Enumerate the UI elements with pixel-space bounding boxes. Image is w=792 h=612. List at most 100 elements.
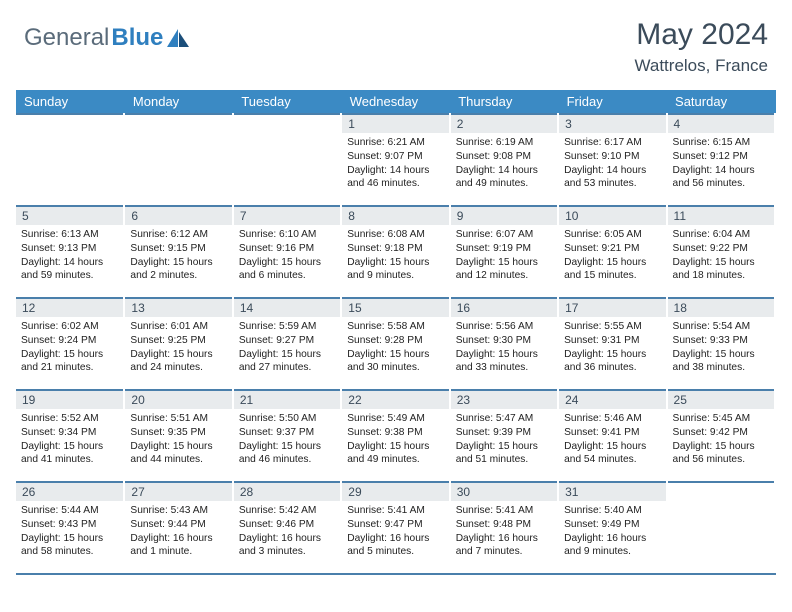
day-detail-line: and 46 minutes. (239, 453, 335, 467)
day-detail-line: Sunset: 9:39 PM (456, 426, 552, 440)
calendar-day-cell: 10Sunrise: 6:05 AMSunset: 9:21 PMDayligh… (558, 206, 666, 298)
day-details: Sunrise: 5:42 AMSunset: 9:46 PMDaylight:… (234, 501, 340, 562)
day-detail-line: Sunrise: 6:07 AM (456, 228, 552, 242)
day-details: Sunrise: 5:40 AMSunset: 9:49 PMDaylight:… (559, 501, 665, 562)
day-detail-line: Sunset: 9:18 PM (347, 242, 443, 256)
day-detail-line: and 46 minutes. (347, 177, 443, 191)
weekday-header-row: Sunday Monday Tuesday Wednesday Thursday… (16, 90, 775, 114)
calendar-week-row: 26Sunrise: 5:44 AMSunset: 9:43 PMDayligh… (16, 482, 775, 574)
day-detail-line: Sunrise: 6:19 AM (456, 136, 552, 150)
calendar-day-cell: 5Sunrise: 6:13 AMSunset: 9:13 PMDaylight… (16, 206, 124, 298)
day-detail-line: Sunset: 9:33 PM (673, 334, 769, 348)
day-number: 14 (234, 299, 340, 317)
day-detail-line: Sunrise: 6:13 AM (21, 228, 118, 242)
day-detail-line: Sunrise: 6:12 AM (130, 228, 226, 242)
day-details: Sunrise: 5:55 AMSunset: 9:31 PMDaylight:… (559, 317, 665, 378)
day-detail-line: Sunset: 9:46 PM (239, 518, 335, 532)
day-number: 27 (125, 483, 231, 501)
calendar-day-cell: 23Sunrise: 5:47 AMSunset: 9:39 PMDayligh… (450, 390, 558, 482)
calendar-week-row: 5Sunrise: 6:13 AMSunset: 9:13 PMDaylight… (16, 206, 775, 298)
day-detail-line: and 30 minutes. (347, 361, 443, 375)
day-number (234, 115, 340, 133)
day-detail-line: Daylight: 15 hours (564, 440, 660, 454)
day-number: 20 (125, 391, 231, 409)
calendar-day-cell: 11Sunrise: 6:04 AMSunset: 9:22 PMDayligh… (667, 206, 775, 298)
day-detail-line: and 58 minutes. (21, 545, 118, 559)
day-detail-line: Daylight: 15 hours (347, 440, 443, 454)
day-detail-line: Sunrise: 6:05 AM (564, 228, 660, 242)
day-detail-line: Sunset: 9:49 PM (564, 518, 660, 532)
day-detail-line: Sunrise: 6:01 AM (130, 320, 226, 334)
day-detail-line: Daylight: 15 hours (456, 440, 552, 454)
day-detail-line: Sunrise: 5:51 AM (130, 412, 226, 426)
day-number: 4 (668, 115, 774, 133)
day-detail-line: and 33 minutes. (456, 361, 552, 375)
calendar-week-row: 12Sunrise: 6:02 AMSunset: 9:24 PMDayligh… (16, 298, 775, 390)
calendar-day-cell: 24Sunrise: 5:46 AMSunset: 9:41 PMDayligh… (558, 390, 666, 482)
day-details: Sunrise: 6:04 AMSunset: 9:22 PMDaylight:… (668, 225, 774, 286)
day-detail-line: Daylight: 15 hours (21, 348, 118, 362)
day-detail-line: Daylight: 16 hours (564, 532, 660, 546)
day-detail-line: Sunset: 9:25 PM (130, 334, 226, 348)
day-number: 6 (125, 207, 231, 225)
calendar-day-cell: 19Sunrise: 5:52 AMSunset: 9:34 PMDayligh… (16, 390, 124, 482)
day-details: Sunrise: 6:08 AMSunset: 9:18 PMDaylight:… (342, 225, 448, 286)
day-number: 13 (125, 299, 231, 317)
day-details: Sunrise: 6:17 AMSunset: 9:10 PMDaylight:… (559, 133, 665, 194)
sail-icon (167, 29, 189, 47)
day-detail-line: and 44 minutes. (130, 453, 226, 467)
day-detail-line: Sunrise: 5:55 AM (564, 320, 660, 334)
day-details: Sunrise: 5:59 AMSunset: 9:27 PMDaylight:… (234, 317, 340, 378)
day-detail-line: and 56 minutes. (673, 453, 769, 467)
weekday-header: Sunday (16, 90, 124, 114)
day-number: 7 (234, 207, 340, 225)
day-detail-line: and 49 minutes. (456, 177, 552, 191)
day-detail-line: Sunrise: 6:02 AM (21, 320, 118, 334)
day-detail-line: Daylight: 15 hours (673, 348, 769, 362)
day-detail-line: Sunset: 9:42 PM (673, 426, 769, 440)
day-detail-line: Sunset: 9:47 PM (347, 518, 443, 532)
day-detail-line: and 24 minutes. (130, 361, 226, 375)
day-detail-line: Sunset: 9:41 PM (564, 426, 660, 440)
day-details: Sunrise: 6:12 AMSunset: 9:15 PMDaylight:… (125, 225, 231, 286)
calendar-day-cell: 31Sunrise: 5:40 AMSunset: 9:49 PMDayligh… (558, 482, 666, 574)
day-detail-line: Sunset: 9:08 PM (456, 150, 552, 164)
day-detail-line: Sunset: 9:37 PM (239, 426, 335, 440)
day-detail-line: and 38 minutes. (673, 361, 769, 375)
day-number: 1 (342, 115, 448, 133)
day-number: 28 (234, 483, 340, 501)
calendar-day-cell: 7Sunrise: 6:10 AMSunset: 9:16 PMDaylight… (233, 206, 341, 298)
calendar-day-cell (233, 114, 341, 206)
day-detail-line: Sunrise: 6:10 AM (239, 228, 335, 242)
calendar-day-cell: 15Sunrise: 5:58 AMSunset: 9:28 PMDayligh… (341, 298, 449, 390)
day-detail-line: and 6 minutes. (239, 269, 335, 283)
day-detail-line: Daylight: 15 hours (130, 348, 226, 362)
day-number: 30 (451, 483, 557, 501)
day-detail-line: Sunset: 9:13 PM (21, 242, 118, 256)
day-number: 24 (559, 391, 665, 409)
day-details: Sunrise: 5:49 AMSunset: 9:38 PMDaylight:… (342, 409, 448, 470)
day-detail-line: Sunset: 9:24 PM (21, 334, 118, 348)
day-detail-line: Sunrise: 5:41 AM (347, 504, 443, 518)
day-detail-line: Sunrise: 5:58 AM (347, 320, 443, 334)
day-details: Sunrise: 5:51 AMSunset: 9:35 PMDaylight:… (125, 409, 231, 470)
day-number (125, 115, 231, 133)
day-detail-line: Sunset: 9:34 PM (21, 426, 118, 440)
day-details: Sunrise: 6:05 AMSunset: 9:21 PMDaylight:… (559, 225, 665, 286)
day-detail-line: and 21 minutes. (21, 361, 118, 375)
day-detail-line: Sunrise: 5:45 AM (673, 412, 769, 426)
calendar-day-cell (16, 114, 124, 206)
day-detail-line: Daylight: 15 hours (21, 532, 118, 546)
day-number: 15 (342, 299, 448, 317)
day-detail-line: Sunset: 9:43 PM (21, 518, 118, 532)
day-detail-line: Daylight: 16 hours (347, 532, 443, 546)
day-number: 21 (234, 391, 340, 409)
calendar-day-cell: 17Sunrise: 5:55 AMSunset: 9:31 PMDayligh… (558, 298, 666, 390)
day-details: Sunrise: 5:41 AMSunset: 9:48 PMDaylight:… (451, 501, 557, 562)
day-detail-line: and 53 minutes. (564, 177, 660, 191)
day-detail-line: Daylight: 15 hours (347, 256, 443, 270)
day-detail-line: Sunset: 9:07 PM (347, 150, 443, 164)
day-detail-line: and 9 minutes. (564, 545, 660, 559)
day-detail-line: Sunrise: 5:41 AM (456, 504, 552, 518)
day-detail-line: Daylight: 15 hours (673, 256, 769, 270)
